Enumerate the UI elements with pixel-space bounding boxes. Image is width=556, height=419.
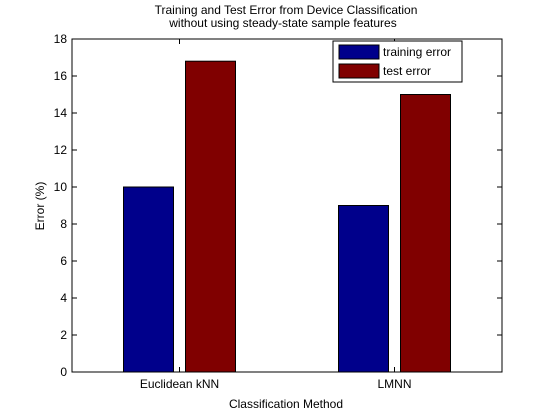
x-tick-label: Euclidean kNN: [140, 377, 219, 391]
x-tick-label: LMNN: [377, 377, 411, 391]
legend-label-training-error: training error: [383, 45, 451, 59]
y-tick-label: 18: [54, 32, 68, 46]
y-tick-label: 14: [54, 106, 68, 120]
chart-subtitle: without using steady-state sample featur…: [168, 16, 396, 30]
bar-test-error-1: [400, 94, 451, 373]
bar-test-error-0: [185, 60, 236, 373]
bar-training-error-1: [338, 205, 389, 373]
legend-swatch-training-error: [338, 44, 380, 60]
legend-label-test-error: test error: [383, 64, 431, 78]
legend-swatch-test-error: [338, 63, 380, 79]
y-tick-label: 0: [60, 365, 67, 379]
y-tick-label: 4: [60, 291, 67, 305]
x-axis-label: Classification Method: [229, 397, 343, 411]
y-tick-label: 8: [60, 217, 67, 231]
chart-title: Training and Test Error from Device Clas…: [155, 3, 418, 17]
y-axis-label: Error (%): [33, 182, 47, 231]
y-tick-label: 16: [54, 69, 68, 83]
y-tick-label: 2: [60, 328, 67, 342]
y-tick-label: 10: [54, 180, 68, 194]
y-tick-label: 6: [60, 254, 67, 268]
plot-area: 0 2 4 6 8 10 12 14 16 18 Euclidean kNN LMNN training…: [54, 32, 503, 391]
y-tick-label: 12: [54, 143, 68, 157]
bar-training-error-0: [123, 186, 174, 373]
